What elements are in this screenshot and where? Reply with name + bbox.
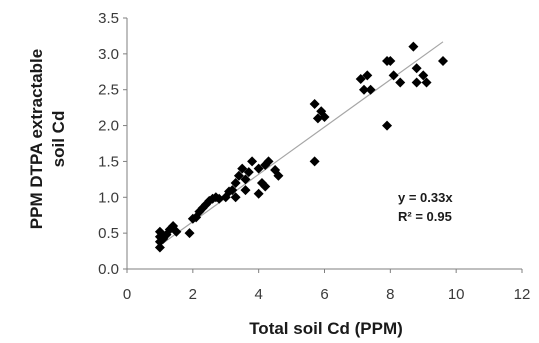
data-point — [171, 226, 182, 237]
data-point — [418, 70, 429, 81]
data-point — [233, 170, 244, 181]
data-point — [240, 185, 251, 196]
y-tick-label: 0.5 — [98, 225, 119, 242]
data-point — [230, 177, 241, 188]
data-point — [421, 77, 432, 88]
data-point — [263, 156, 274, 167]
x-tick-label: 4 — [254, 286, 262, 303]
data-point — [309, 156, 320, 167]
x-tick-label: 0 — [123, 286, 131, 303]
data-point — [260, 181, 271, 192]
data-point — [253, 163, 264, 174]
data-point — [243, 167, 254, 178]
y-tick-label: 2.0 — [98, 118, 119, 135]
data-point — [365, 84, 376, 95]
annotation-r-squared: R² = 0.95 — [398, 209, 452, 224]
x-axis-title: Total soil Cd (PPM) — [249, 319, 403, 338]
data-point — [362, 70, 373, 81]
data-point — [382, 120, 393, 131]
x-tick-label: 10 — [448, 286, 465, 303]
data-point — [359, 84, 369, 95]
y-tick-label: 0.0 — [98, 261, 119, 278]
data-point — [227, 185, 238, 196]
data-points — [154, 41, 448, 253]
x-axis-ticks: 0 2 4 6 8 10 12 — [123, 269, 531, 303]
annotation-equation: y = 0.33x — [398, 190, 453, 205]
y-tick-label: 1.5 — [98, 153, 119, 170]
y-tick-label: 3.0 — [98, 46, 119, 63]
y-axis-title-line-1: PPM DTPA extractable — [27, 49, 46, 229]
y-axis-ticks: 0.0 0.5 1.0 1.5 2.0 2.5 3.0 3.5 — [98, 10, 127, 278]
data-point — [312, 113, 323, 124]
data-point — [214, 193, 225, 204]
x-tick-label: 8 — [386, 286, 394, 303]
data-point — [408, 41, 419, 52]
x-tick-label: 12 — [514, 286, 531, 303]
data-point — [395, 77, 406, 88]
data-point — [237, 163, 248, 174]
data-point — [247, 156, 258, 167]
data-point — [184, 228, 195, 239]
data-point — [240, 174, 251, 185]
data-point — [438, 56, 448, 67]
y-tick-label: 2.5 — [98, 82, 119, 99]
data-point — [411, 63, 422, 74]
data-point — [411, 77, 422, 88]
data-point — [385, 56, 396, 67]
x-tick-label: 2 — [189, 286, 197, 303]
y-tick-label: 1.0 — [98, 189, 119, 206]
y-tick-label: 3.5 — [98, 10, 119, 27]
y-axis-title-line-2: soil Cd — [49, 111, 68, 168]
data-point — [355, 73, 366, 84]
data-point — [319, 111, 330, 122]
data-point — [154, 242, 165, 253]
data-point — [230, 192, 241, 203]
x-tick-label: 6 — [320, 286, 328, 303]
data-point — [273, 170, 284, 181]
data-point — [253, 188, 264, 199]
data-point — [388, 70, 399, 81]
data-point — [309, 99, 320, 110]
